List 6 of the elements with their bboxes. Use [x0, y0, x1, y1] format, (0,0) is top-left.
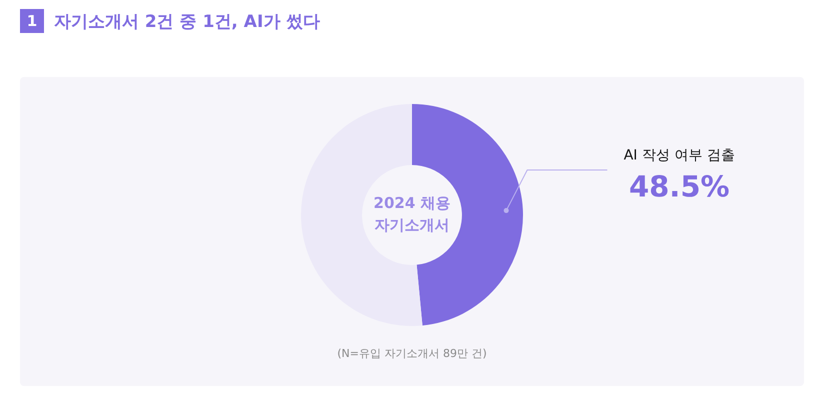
data-label: 48.5% — [628, 170, 730, 204]
slice-label: AI 작성 여부 검출 — [624, 148, 735, 164]
text: 2024 채용 자기소개서 — [374, 194, 450, 234]
text: (N=유입 자기소개서 89만 건) — [337, 346, 487, 360]
chart-title: 자기소개서 2건 중 1건, AI가 썼다 — [54, 10, 320, 32]
text: 1 — [20, 9, 44, 33]
